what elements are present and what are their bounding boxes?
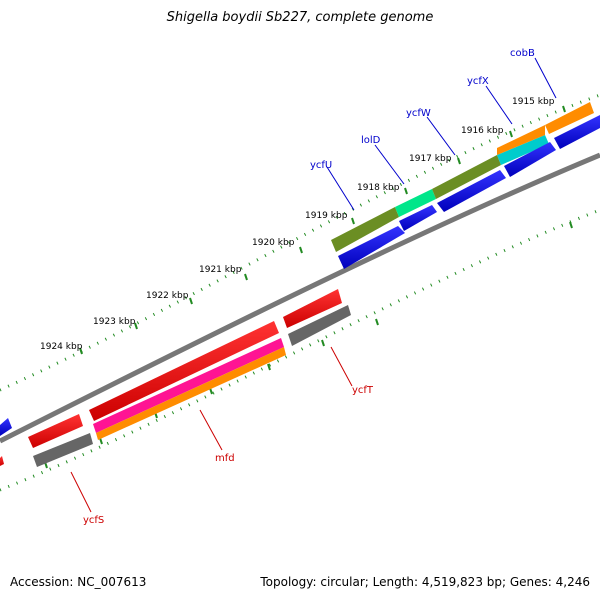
- kbp-label-1924: 1924 kbp: [40, 342, 83, 352]
- kbp-label-1922: 1922 kbp: [146, 291, 189, 301]
- feature-ycfX-cyan: [497, 135, 549, 165]
- feature-mfd-orange: [96, 347, 286, 440]
- topology-text: Topology: circular; Length: 4,519,823 bp…: [260, 575, 590, 589]
- cds-mfd: [89, 321, 279, 421]
- kbp-ticks: [44, 105, 573, 469]
- feature-ycfU-olive: [331, 207, 399, 252]
- gene-label-ycfU: ycfU: [310, 160, 332, 171]
- feature-ycfT-gray: [288, 305, 351, 346]
- kbp-label-1918: 1918 kbp: [357, 183, 400, 193]
- feature-mfd-magenta: [93, 338, 284, 433]
- forward-feature-track: [331, 102, 594, 252]
- gene-label-ycfT: ycfT: [352, 385, 374, 396]
- gene-label-lolD: lolD: [361, 135, 381, 146]
- outer-tick-track: [0, 93, 600, 392]
- inner-tick-track: [0, 208, 600, 492]
- reverse-feature-track: [33, 305, 351, 467]
- map-title: Shigella boydii Sb227, complete genome: [166, 10, 434, 25]
- gene-labels: cobB ycfX ycfW lolD ycfU ycfT mfd ycfS: [83, 48, 535, 526]
- kbp-label-1917: 1917 kbp: [409, 154, 452, 164]
- cds-ycfW: [437, 170, 506, 212]
- cds-lolD: [399, 205, 437, 231]
- label-leaders: [70, 57, 557, 513]
- cds-ycfU: [338, 226, 405, 269]
- kbp-label-1921: 1921 kbp: [199, 265, 242, 275]
- kbp-label-1919: 1919 kbp: [305, 211, 348, 221]
- genome-backbone: [0, 152, 600, 444]
- gene-label-cobB: cobB: [510, 48, 535, 59]
- feature-cobB-orange: [545, 102, 594, 134]
- cds-edge-left-red: [0, 456, 4, 466]
- kbp-label-1920: 1920 kbp: [252, 238, 295, 248]
- accession-text: Accession: NC_007613: [10, 575, 147, 589]
- kbp-label-1915: 1915 kbp: [512, 97, 555, 107]
- gene-label-ycfW: ycfW: [406, 108, 431, 119]
- feature-ycfS-gray: [33, 433, 93, 467]
- kbp-labels: 1915 kbp 1916 kbp 1917 kbp 1918 kbp 1919…: [40, 97, 555, 352]
- cds-edge-left: [0, 418, 12, 436]
- kbp-label-1916: 1916 kbp: [461, 126, 504, 136]
- gene-label-ycfX: ycfX: [467, 76, 489, 87]
- gene-label-ycfS: ycfS: [83, 515, 104, 526]
- cds-ycfS: [28, 414, 83, 448]
- gene-label-mfd: mfd: [215, 453, 235, 464]
- cds-cobB: [554, 115, 600, 149]
- reverse-cds-track: [0, 289, 342, 466]
- feature-lolD-green: [395, 189, 436, 217]
- cds-ycfT: [283, 289, 342, 328]
- kbp-label-1923: 1923 kbp: [93, 317, 136, 327]
- cds-ycfX: [504, 142, 556, 177]
- feature-ycfW-olive: [432, 155, 501, 199]
- forward-cds-track: [0, 115, 600, 436]
- feature-ycfX-orange: [497, 125, 545, 155]
